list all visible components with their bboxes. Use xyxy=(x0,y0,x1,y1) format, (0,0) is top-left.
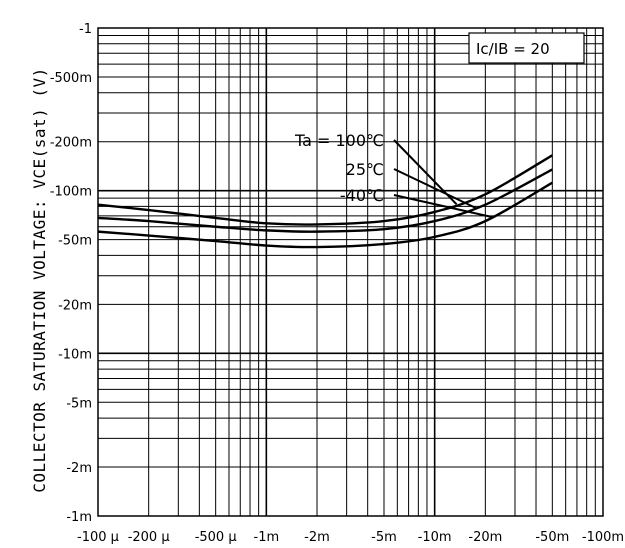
y-tick-label: -50m xyxy=(58,234,92,249)
series-line xyxy=(97,168,553,233)
x-tick-label: -5m xyxy=(371,530,397,545)
legend-text: Ic/IB = 20 xyxy=(476,40,550,58)
x-tick-label: -50m xyxy=(535,530,569,545)
x-tick-label: -500 µ xyxy=(195,530,237,545)
y-tick-label: -500m xyxy=(50,71,92,86)
series-line xyxy=(97,181,553,249)
y-tick-label: -2m xyxy=(66,461,92,476)
x-tick-label: -200 µ xyxy=(128,530,170,545)
x-tick-label: -100m xyxy=(582,530,624,545)
chart-ticks: -100 µ -200 µ -500 µ -1m -2m -5m -10m -20m -50m -… xyxy=(50,22,624,545)
y-tick-label: -1m xyxy=(66,510,92,525)
x-tick-label: -2m xyxy=(304,530,330,545)
chart-series xyxy=(97,154,553,249)
chart-grid xyxy=(98,28,603,516)
x-tick-label: -10m xyxy=(418,530,452,545)
y-axis-label: COLLECTOR SATURATION VOLTAGE: VCE(sat) (… xyxy=(30,67,49,493)
series-annotation: Ta = 100℃ xyxy=(294,131,384,150)
series-line xyxy=(97,154,553,226)
series-annotations: Ta = 100℃ 25℃ -40℃ xyxy=(294,131,493,219)
x-tick-label: -100 µ xyxy=(77,530,119,545)
y-tick-label: -200m xyxy=(50,136,92,151)
y-tick-label: -10m xyxy=(58,347,92,362)
legend: Ic/IB = 20 xyxy=(468,32,585,64)
x-tick-label: -20m xyxy=(468,530,502,545)
x-tick-label: -1m xyxy=(254,530,280,545)
leader-line xyxy=(393,194,493,219)
series-annotation: -40℃ xyxy=(340,186,384,205)
y-tick-label: -100m xyxy=(50,185,92,200)
legend-box xyxy=(468,32,585,64)
plot-frame xyxy=(97,27,604,517)
y-tick-label: -20m xyxy=(58,298,92,313)
leader-line xyxy=(393,168,477,209)
series-annotation: 25℃ xyxy=(346,160,384,179)
y-tick-label: -5m xyxy=(66,396,92,411)
y-tick-label: -1 xyxy=(79,22,92,37)
